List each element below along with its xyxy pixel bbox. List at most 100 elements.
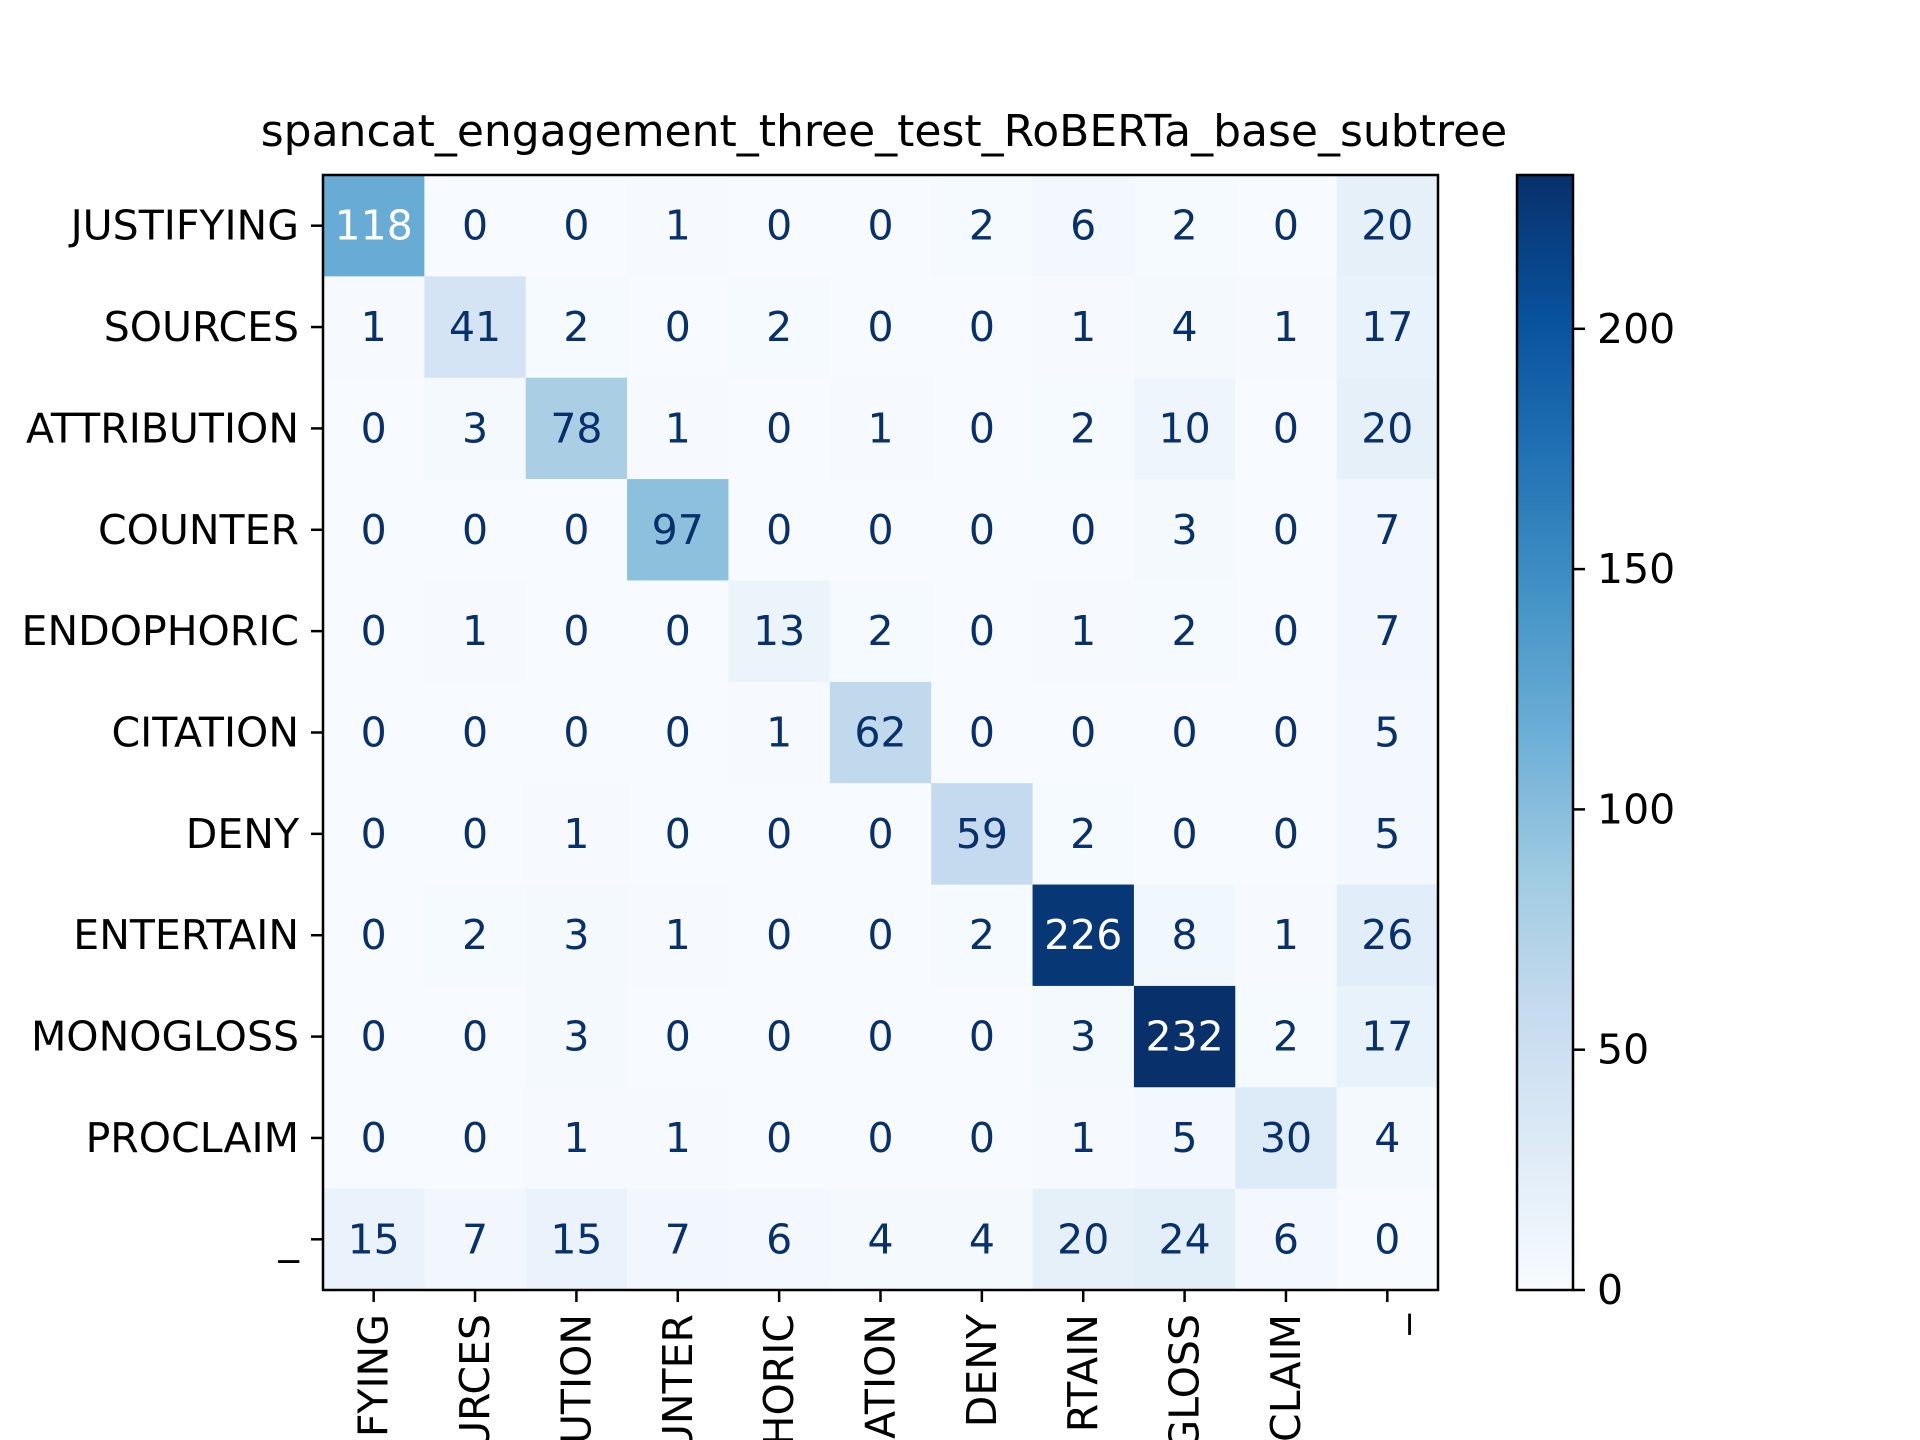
cell-value-label: 2 — [969, 202, 995, 250]
heatmap-cell — [1133, 276, 1236, 379]
heatmap-cell — [1133, 985, 1236, 1088]
heatmap-cell — [1133, 884, 1236, 987]
x-tick-label: DENY — [958, 1313, 1006, 1427]
y-tick-label: MONOGLOSS — [31, 1013, 299, 1061]
heatmap-cell — [525, 985, 628, 1088]
heatmap-cell — [728, 276, 831, 379]
heatmap-cell — [627, 377, 730, 480]
x-tick-label: UTION — [552, 1314, 600, 1440]
cell-value-label: 0 — [361, 506, 387, 554]
cell-value-label: 2 — [766, 303, 792, 351]
heatmap-cell — [1336, 985, 1439, 1088]
heatmap-cell — [829, 681, 932, 784]
cell-value-label: 0 — [766, 506, 792, 554]
heatmap-cell — [728, 985, 831, 1088]
cell-value-label: 0 — [462, 1013, 488, 1061]
heatmap-cell — [1133, 175, 1236, 277]
heatmap-cell — [1133, 377, 1236, 480]
heatmap-cell — [424, 681, 527, 784]
cell-value-label: 4 — [969, 1215, 995, 1263]
heatmap-cell — [627, 681, 730, 784]
heatmap-cell — [323, 276, 425, 379]
y-tick-label: COUNTER — [98, 506, 299, 554]
cell-value-label: 3 — [462, 404, 488, 452]
heatmap-cell — [323, 884, 425, 987]
heatmap-cell — [1032, 681, 1135, 784]
cell-value-label: 118 — [335, 202, 413, 250]
heatmap-cell — [1235, 377, 1338, 480]
heatmap-cell — [1336, 377, 1439, 480]
cell-value-label: 0 — [766, 1013, 792, 1061]
cell-value-label: 0 — [361, 1013, 387, 1061]
x-tick-label: URCES — [451, 1314, 499, 1440]
heatmap-cell — [1336, 1087, 1439, 1190]
colorbar: 0 50 100 150 200 — [1515, 173, 1675, 1314]
heatmap-cell — [1032, 1188, 1135, 1291]
heatmap-cell — [829, 985, 932, 1088]
cell-value-label: 97 — [652, 506, 704, 554]
heatmap-cell — [1336, 783, 1439, 886]
cell-value-label: 20 — [1057, 1215, 1109, 1263]
heatmap-cell — [829, 783, 932, 886]
heatmap-cell — [728, 1188, 831, 1291]
cell-value-label: 1 — [1273, 303, 1299, 351]
heatmap-cell — [1235, 884, 1338, 987]
colorbar-tick-label: 200 — [1597, 305, 1675, 353]
cell-value-label: 0 — [867, 506, 893, 554]
cell-value-label: 0 — [969, 607, 995, 655]
heatmap-cell — [1336, 175, 1439, 277]
cell-value-label: 0 — [665, 810, 691, 858]
heatmap-cell — [424, 985, 527, 1088]
x-tick-label: IFYING — [350, 1314, 398, 1440]
cell-value-label: 0 — [563, 709, 589, 757]
heatmap-cell — [424, 1188, 527, 1291]
cell-value-label: 1 — [563, 810, 589, 858]
cell-value-label: 0 — [867, 911, 893, 959]
cell-value-label: 1 — [1070, 607, 1096, 655]
heatmap-cell — [1235, 580, 1338, 683]
cell-value-label: 0 — [867, 1013, 893, 1061]
heatmap-cell — [424, 175, 527, 277]
heatmap-cell — [1133, 783, 1236, 886]
heatmap-cell — [1235, 985, 1338, 1088]
y-tick-label: ENDOPHORIC — [22, 607, 299, 655]
y-tick-label: ENTERTAIN — [73, 911, 299, 959]
cell-value-label: 0 — [1273, 506, 1299, 554]
cell-value-label: 0 — [969, 1013, 995, 1061]
heatmap-cell — [1235, 479, 1338, 582]
heatmap-cell — [1336, 276, 1439, 379]
heatmap-cell — [1235, 276, 1338, 379]
cell-value-label: 1 — [665, 202, 691, 250]
cell-value-label: 0 — [563, 607, 589, 655]
heatmap-cell — [728, 580, 831, 683]
heatmap-cell — [829, 580, 932, 683]
heatmap-cell — [1032, 1087, 1135, 1190]
cell-value-label: 4 — [1374, 1114, 1400, 1162]
colorbar-tick-label: 150 — [1597, 545, 1675, 593]
heatmap-cell — [931, 580, 1034, 683]
cell-value-label: 0 — [462, 810, 488, 858]
heatmap-cell — [323, 681, 425, 784]
cell-value-label: 0 — [867, 810, 893, 858]
cell-value-label: 2 — [969, 911, 995, 959]
cell-value-label: 1 — [1070, 1114, 1096, 1162]
cell-value-label: 15 — [550, 1215, 602, 1263]
cell-value-label: 0 — [665, 303, 691, 351]
cell-value-label: 1 — [766, 709, 792, 757]
cell-value-label: 0 — [1273, 202, 1299, 250]
y-tick-label: SOURCES — [104, 303, 299, 351]
cell-value-label: 3 — [1172, 506, 1198, 554]
cell-value-label: 0 — [1374, 1215, 1400, 1263]
heatmap-cell — [525, 276, 628, 379]
cell-value-label: 0 — [361, 810, 387, 858]
heatmap-cell — [627, 276, 730, 379]
cell-value-label: 4 — [1172, 303, 1198, 351]
heatmap-cell — [627, 580, 730, 683]
heatmap-cell — [1032, 276, 1135, 379]
heatmap-cell — [1336, 580, 1439, 683]
cell-value-label: 1 — [563, 1114, 589, 1162]
y-tick-label: PROCLAIM — [86, 1114, 299, 1162]
heatmap-cell — [931, 377, 1034, 480]
cell-value-label: 0 — [665, 709, 691, 757]
heatmap-cell — [931, 985, 1034, 1088]
